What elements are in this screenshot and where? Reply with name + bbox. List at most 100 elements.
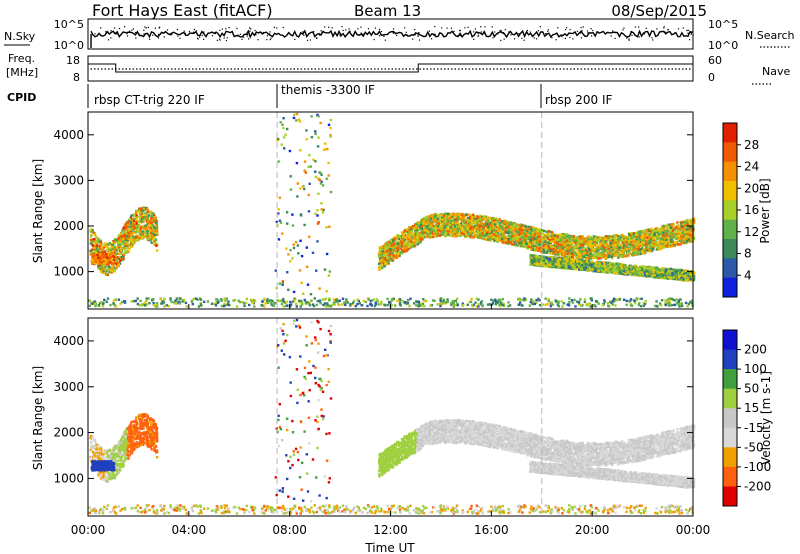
nave-tick-top: 60 [708,54,722,67]
power-echo [434,225,437,229]
nsearch-point [514,38,516,40]
power-echo [428,235,432,238]
power-echo [542,251,545,254]
power-echo [646,234,649,237]
power-echo [433,228,436,231]
power-echo [486,238,489,241]
power-echo [451,215,454,218]
power-echo [115,252,118,255]
power-echo [569,247,573,250]
power-echo [467,229,471,232]
nsearch-point [500,39,502,42]
power-echo [415,228,419,231]
power-echo [106,246,110,250]
power-echo [488,216,491,219]
power-echo [104,255,108,258]
power-echo [102,246,105,249]
power-echo [421,222,424,225]
nsearch-point [201,34,203,37]
power-echo [413,235,416,239]
power-echo [609,246,613,249]
power-echo [132,236,135,239]
power-echo [577,242,580,245]
power-echo [379,248,383,251]
power-echo [627,242,631,246]
power-echo [492,237,495,240]
power-echo [122,228,126,232]
power-echo [100,253,103,257]
power-echo [402,250,405,254]
power-echo [97,262,101,265]
nsearch-point [406,34,408,36]
power-echo [126,242,129,245]
power-echo [148,221,151,224]
nsearch-point [110,37,112,39]
power-echo [507,227,511,230]
power-echo [533,233,536,236]
power-echo [95,247,98,250]
power-echo [411,236,414,239]
noise-panel-frame [87,18,694,50]
power-echo [634,249,637,252]
power-echo [380,258,384,261]
nsearch-point [579,32,581,34]
power-echo [115,263,118,266]
power-echo [549,246,552,249]
power-echo [593,255,596,258]
power-echo [545,247,548,250]
nsearch-point [236,35,238,37]
power-echo [649,230,652,233]
power-echo [444,221,447,224]
nsearch-point [170,34,172,36]
power-echo [98,250,101,254]
nsearch-point [320,30,322,32]
power-echo [122,240,125,244]
power-echo [140,220,143,223]
power-echo [641,245,644,248]
power-echo [493,226,496,229]
power-echo [406,228,409,231]
power-echo [100,246,104,249]
power-echo [626,254,629,258]
nsearch-point [341,26,343,28]
power-echo [124,243,127,246]
nsearch-point [183,30,185,32]
power-echo [690,231,694,235]
power-echo [107,267,110,270]
cpid-segment-2: themis -3300 IF [281,83,375,97]
nsearch-point [384,39,386,41]
power-echo [153,242,156,245]
power-echo [436,213,439,217]
noise-tick-top-right: 10^5 [708,18,738,31]
nsearch-point [526,29,529,32]
nsearch-point [176,28,179,31]
power-echo [103,258,107,261]
power-echo [446,224,449,227]
power-echo [594,255,598,258]
power-echo [495,227,498,231]
power-echo [579,242,582,245]
power-echo [679,238,682,241]
power-echo [378,257,382,260]
power-echo [634,239,637,243]
nsearch-point [154,27,157,29]
nsearch-point [546,34,548,36]
power-echo [632,245,635,249]
power-echo [607,247,610,251]
power-echo [467,218,470,221]
nsearch-point [309,39,312,41]
power-echo [381,245,384,248]
nsearch-point [645,27,647,30]
power-echo [606,256,609,259]
nsearch-point [241,38,243,40]
nsearch-point [246,35,248,37]
nsearch-point [564,28,567,31]
nsearch-point [221,28,223,30]
power-echo [598,247,602,250]
power-echo [583,249,586,253]
power-echo [686,218,689,222]
power-echo [150,241,153,244]
power-echo [135,228,138,231]
power-echo [584,237,587,240]
